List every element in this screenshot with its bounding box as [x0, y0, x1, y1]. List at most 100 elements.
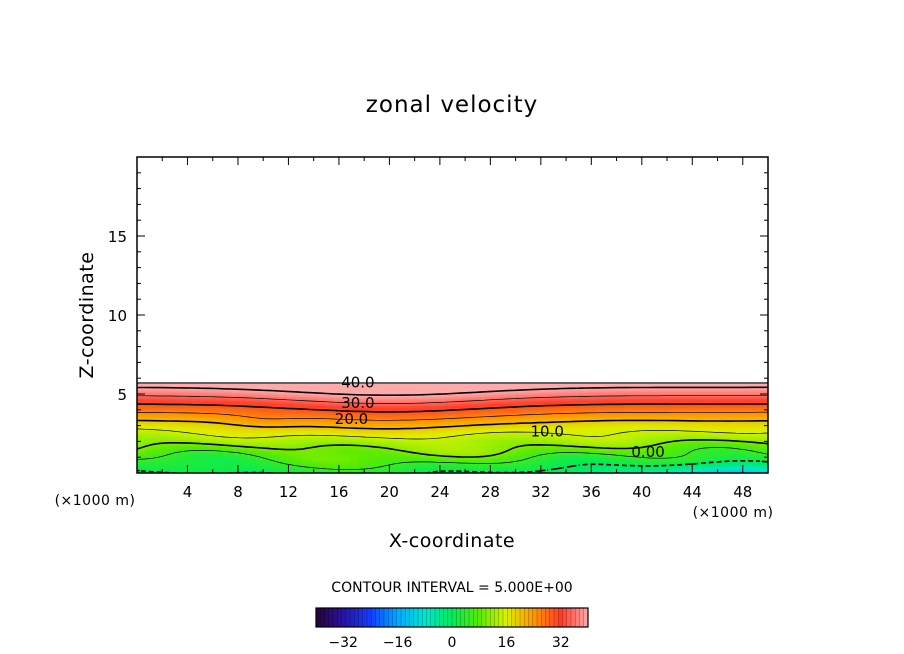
field-cell [420, 445, 430, 449]
field-cell [610, 391, 619, 395]
field-cell [681, 382, 690, 386]
field-cell [318, 430, 327, 434]
field-cell [539, 457, 548, 461]
field-cell [255, 394, 264, 398]
field-cell [484, 396, 493, 400]
field-cell [349, 457, 359, 461]
contour-label: 0.00 [631, 443, 664, 461]
field-cell [539, 414, 548, 418]
field-cell [633, 389, 643, 393]
field-cell [334, 423, 343, 427]
field-cell [539, 409, 548, 413]
field-cell [326, 400, 335, 404]
field-cell [286, 427, 296, 431]
field-cell [736, 416, 745, 420]
field-cell [192, 463, 201, 467]
field-cell [594, 394, 603, 398]
field-cell [334, 452, 343, 456]
field-cell [594, 443, 603, 447]
field-cell [397, 412, 406, 416]
field-cell [436, 457, 446, 461]
field-cell [594, 416, 603, 420]
field-cell [349, 407, 359, 411]
field-cell [460, 394, 469, 398]
field-cell [357, 421, 367, 425]
colorbar-swatch [367, 608, 372, 627]
field-cell [310, 463, 320, 467]
field-cell [570, 432, 580, 436]
field-cell [405, 387, 414, 391]
field-cell [239, 439, 249, 443]
field-cell [389, 421, 398, 425]
field-cell [200, 425, 209, 429]
field-cell [215, 400, 225, 404]
field-cell [342, 389, 351, 393]
field-cell [428, 385, 438, 389]
field-cell [657, 409, 667, 413]
field-cell [689, 445, 698, 449]
field-cell [476, 394, 485, 398]
field-cell [736, 468, 745, 472]
field-cell [570, 468, 580, 472]
field-cell [539, 436, 548, 440]
field-cell [152, 463, 162, 467]
field-cell [137, 459, 146, 463]
field-cell [633, 398, 643, 402]
field-cell [570, 427, 580, 431]
field-cell [491, 448, 501, 452]
field-cell [594, 430, 603, 434]
field-cell [499, 441, 509, 445]
field-cell [231, 385, 241, 389]
field-cell [633, 405, 643, 409]
field-cell [294, 387, 304, 391]
field-cell [271, 463, 280, 467]
field-cell [720, 466, 730, 470]
field-cell [207, 430, 217, 434]
field-cell [152, 398, 162, 402]
field-cell [555, 416, 564, 420]
field-cell [665, 461, 674, 465]
field-cell [484, 412, 493, 416]
field-cell [420, 423, 430, 427]
field-cell [286, 441, 296, 445]
field-cell [539, 391, 548, 395]
field-cell [168, 439, 178, 443]
field-cell [562, 468, 572, 472]
field-cell [365, 454, 375, 458]
colorbar-swatch [456, 608, 461, 627]
field-cell [712, 425, 722, 429]
colorbar-swatch [422, 608, 427, 627]
field-cell [618, 436, 627, 440]
field-cell [318, 421, 327, 425]
field-cell [137, 405, 146, 409]
field-cell [373, 470, 383, 473]
field-cell [562, 432, 572, 436]
field-cell [420, 470, 430, 473]
field-cell [302, 439, 312, 443]
field-cell [476, 391, 485, 395]
field-cell [223, 418, 233, 422]
field-cell [641, 407, 651, 411]
field-cell [137, 436, 146, 440]
field-cell [365, 421, 375, 425]
field-cell [302, 443, 312, 447]
colorbar-swatch [405, 608, 410, 627]
field-cell [255, 450, 264, 454]
field-cell [499, 448, 509, 452]
field-cell [428, 394, 438, 398]
field-cell [681, 452, 690, 456]
field-cell [460, 432, 469, 436]
field-cell [200, 452, 209, 456]
field-cell [578, 391, 588, 395]
field-cell [255, 382, 264, 386]
field-cell [752, 416, 761, 420]
field-cell [137, 434, 146, 438]
colorbar-swatch [507, 608, 512, 627]
field-cell [752, 387, 761, 391]
field-cell [712, 382, 722, 386]
field-cell [271, 421, 280, 425]
field-cell [231, 382, 241, 386]
field-cell [681, 416, 690, 420]
field-cell [476, 389, 485, 393]
field-cell [665, 441, 674, 445]
